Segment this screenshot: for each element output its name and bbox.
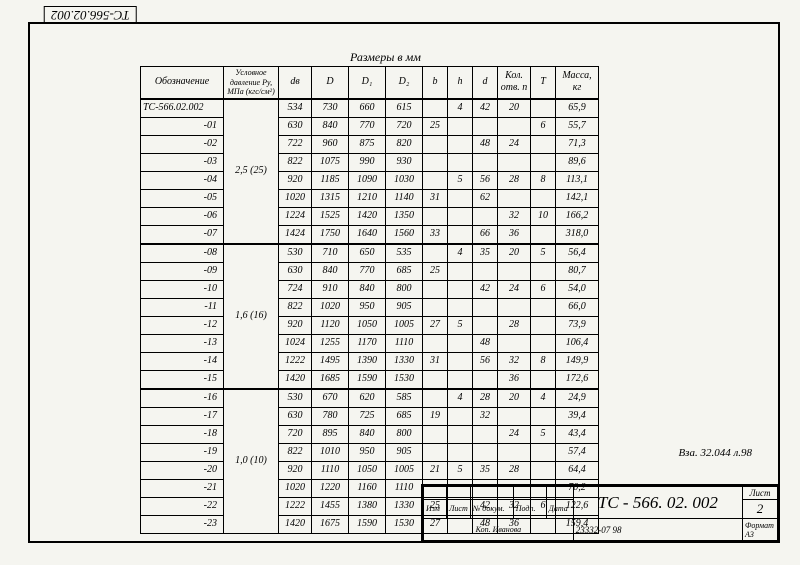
h-mass: Масса, кг — [556, 67, 599, 99]
table-caption: Размеры в мм — [350, 50, 421, 65]
tb-c3 — [470, 487, 513, 500]
table-row: -20920111010501005215352864,4 — [141, 461, 599, 479]
h-D2: D₂ — [386, 67, 423, 99]
table-row: -096308407706852580,7 — [141, 262, 599, 280]
header-row: Обозначение Условное давление Ру, МПа (к… — [141, 67, 599, 99]
table-row: -1412221495139013303156328149,9 — [141, 352, 599, 370]
table-row: -13102412551170111048106,4 — [141, 334, 599, 352]
tb-c2 — [447, 487, 471, 500]
table-row: -0163084077072025655,7 — [141, 117, 599, 135]
table-row: -11822102095090566,0 — [141, 298, 599, 316]
table-body: ТС-566.02.0022,5 (25)5347306606154422065… — [141, 99, 599, 534]
h-pressure: Условное давление Ру, МПа (кгс/см²) — [224, 67, 279, 99]
h-dv: dв — [279, 67, 312, 99]
h-D: D — [312, 67, 349, 99]
table-row: -03822107599093089,6 — [141, 153, 599, 171]
title-doc-number: ТС - 566. 02. 002 — [573, 487, 742, 519]
drawing-frame: Размеры в мм Обозначение Условное давлен… — [28, 22, 780, 543]
tb-list: Лист — [447, 499, 471, 519]
tb-code: 23332-07 98 — [573, 519, 742, 541]
table-row: -129201120105010052752873,9 — [141, 316, 599, 334]
revision-note: Вза. 32.044 л.98 — [678, 447, 752, 459]
table-row: -071424175016401560336636318,0 — [141, 225, 599, 244]
table-row: -161,0 (10)53067062058542820424,9 — [141, 389, 599, 408]
tb-copier: Коп. Иванова — [424, 519, 574, 541]
table-row: -107249108408004224654,0 — [141, 280, 599, 298]
sheet-label: Лист — [743, 487, 778, 500]
title-block: ТС - 566. 02. 002 Лист Изм Лист № докум.… — [421, 484, 778, 541]
tb-c5 — [546, 487, 573, 500]
h-b: b — [423, 67, 448, 99]
table-row: -1872089584080024543,4 — [141, 425, 599, 443]
tb-izm: Изм — [424, 499, 447, 519]
h-designation: Обозначение — [141, 67, 224, 99]
tb-c1 — [424, 487, 447, 500]
table-row: -19822101095090557,4 — [141, 443, 599, 461]
table-row: -0612241525142013503210166,2 — [141, 207, 599, 225]
table-row: -02722960875820482471,3 — [141, 135, 599, 153]
table-row: -15142016851590153036172,6 — [141, 370, 599, 389]
tb-date: Дата — [546, 499, 573, 519]
sheet-number: 2 — [743, 499, 778, 519]
h-h: h — [448, 67, 473, 99]
dimensions-table: Обозначение Условное давление Ру, МПа (к… — [140, 66, 599, 534]
table-row: -04920118510901030556288113,1 — [141, 171, 599, 189]
table-row: -17630780725685193239,4 — [141, 407, 599, 425]
table-row: -0510201315121011403162142,1 — [141, 189, 599, 207]
h-d: d — [473, 67, 498, 99]
tb-format: Формат A3 — [743, 519, 778, 541]
tb-c4 — [513, 487, 546, 500]
h-D1: D₁ — [349, 67, 386, 99]
h-n: Кол. отв. n — [498, 67, 531, 99]
table-row: -081,6 (16)53071065053543520556,4 — [141, 244, 599, 263]
tb-docnum: № докум. — [470, 499, 513, 519]
table-row: ТС-566.02.0022,5 (25)5347306606154422065… — [141, 99, 599, 118]
tb-sign: Подп. — [513, 499, 546, 519]
h-T: T — [531, 67, 556, 99]
